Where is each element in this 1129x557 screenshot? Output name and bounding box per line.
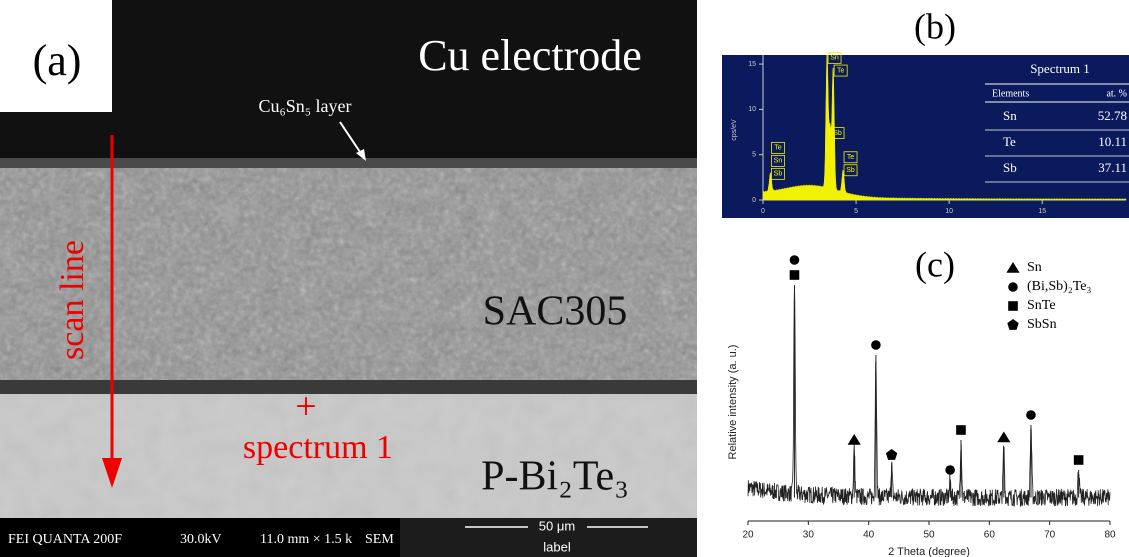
marker: [790, 270, 800, 280]
marker: [1006, 262, 1019, 273]
table-cell: 52.78: [1098, 108, 1127, 123]
table-header: at. %: [1106, 88, 1127, 99]
peak-label: Sb: [833, 130, 842, 137]
panel-c: (c) 2 Theta (degree) Relative intensity …: [727, 244, 1116, 557]
peak-label: Te: [837, 67, 845, 74]
panel-label: (b): [914, 6, 956, 46]
x-tick-label: 80: [1104, 530, 1116, 541]
x-tick-label: 70: [1044, 530, 1056, 541]
y-tick-label: 10: [748, 106, 756, 113]
panel-b: (b) cps/eV Spectrum 1 Elements at. % 0 5 1…: [722, 6, 1129, 218]
layer-label: Cu₆Sn₅ layer: [258, 96, 351, 116]
x-tick-label: 10: [945, 208, 953, 215]
spectrum-label: spectrum 1: [243, 429, 393, 466]
x-tick-label: 60: [984, 530, 996, 541]
x-axis-label: 2 Theta (degree): [888, 546, 970, 557]
marker: [1074, 455, 1084, 465]
marker: [945, 465, 955, 475]
y-axis-label: Relative intensity (a. u.): [727, 345, 739, 460]
spectrum-marker: +: [295, 386, 316, 428]
peak-label: Te: [847, 154, 855, 161]
table-cell: Sb: [1003, 160, 1017, 175]
info-text: 30.0kV: [180, 532, 222, 547]
y-tick-label: 5: [752, 152, 756, 159]
table-cell: Sn: [1003, 108, 1017, 123]
solder-texture: [0, 162, 697, 390]
x-tick-label: 15: [1038, 208, 1046, 215]
imc-layer: [0, 158, 697, 168]
table-cell: Te: [1003, 134, 1016, 149]
peak-label: Te: [774, 145, 782, 152]
marker: [1008, 282, 1018, 292]
marker: [997, 432, 1010, 443]
x-tick-label: 30: [803, 530, 815, 541]
peak-label: Sb: [846, 167, 855, 174]
marker: [886, 449, 897, 460]
legend-label: SnTe: [1027, 298, 1056, 313]
interface: [0, 380, 697, 394]
x-tick-label: 0: [761, 208, 765, 215]
info-text: SEM: [365, 532, 394, 547]
legend-label: SbSn: [1027, 317, 1057, 332]
legend-label: Sn: [1027, 260, 1042, 275]
marker: [1008, 301, 1018, 311]
info-text: 11.0 mm × 1.5 k: [260, 532, 352, 547]
substrate-label: P-Bi₂Te₃: [481, 454, 629, 500]
peak-label: Sn: [774, 158, 783, 165]
panel-label: (a): [33, 36, 82, 85]
legend-label: (Bi,Sb)₂Te₃: [1027, 279, 1092, 294]
table-title: Spectrum 1: [1030, 61, 1090, 76]
solder-label: SAC305: [483, 289, 628, 335]
scale-caption: label: [543, 539, 571, 554]
marker: [790, 255, 800, 265]
y-tick-label: 15: [748, 61, 756, 68]
y-tick-label: 0: [752, 197, 756, 204]
electrode-label: Cu electrode: [418, 31, 642, 80]
marker: [848, 434, 861, 445]
info-text: FEI QUANTA 200F: [8, 532, 122, 547]
marker: [956, 425, 966, 435]
marker: [1007, 319, 1018, 330]
x-tick-label: 50: [923, 530, 935, 541]
x-tick-label: 5: [854, 208, 858, 215]
peak-label: Sn: [830, 55, 839, 62]
marker: [871, 340, 881, 350]
scale-label: 50 μm: [539, 518, 575, 533]
table-header: Elements: [992, 88, 1029, 99]
x-tick-label: 20: [742, 530, 754, 541]
table-cell: 10.11: [1098, 134, 1127, 149]
panel-label: (c): [915, 244, 955, 284]
marker: [1026, 410, 1036, 420]
scan-line-label: scan line: [54, 240, 91, 360]
table-cell: 37.11: [1098, 160, 1127, 175]
figure: (a) Cu electrode Cu₆Sn₅ layer SAC305 P-B…: [0, 0, 1129, 557]
panel-a: (a) Cu electrode Cu₆Sn₅ layer SAC305 P-B…: [0, 0, 697, 557]
x-tick-label: 40: [863, 530, 875, 541]
y-axis-label: cps/eV: [731, 119, 738, 141]
peak-label: Sb: [774, 171, 783, 178]
